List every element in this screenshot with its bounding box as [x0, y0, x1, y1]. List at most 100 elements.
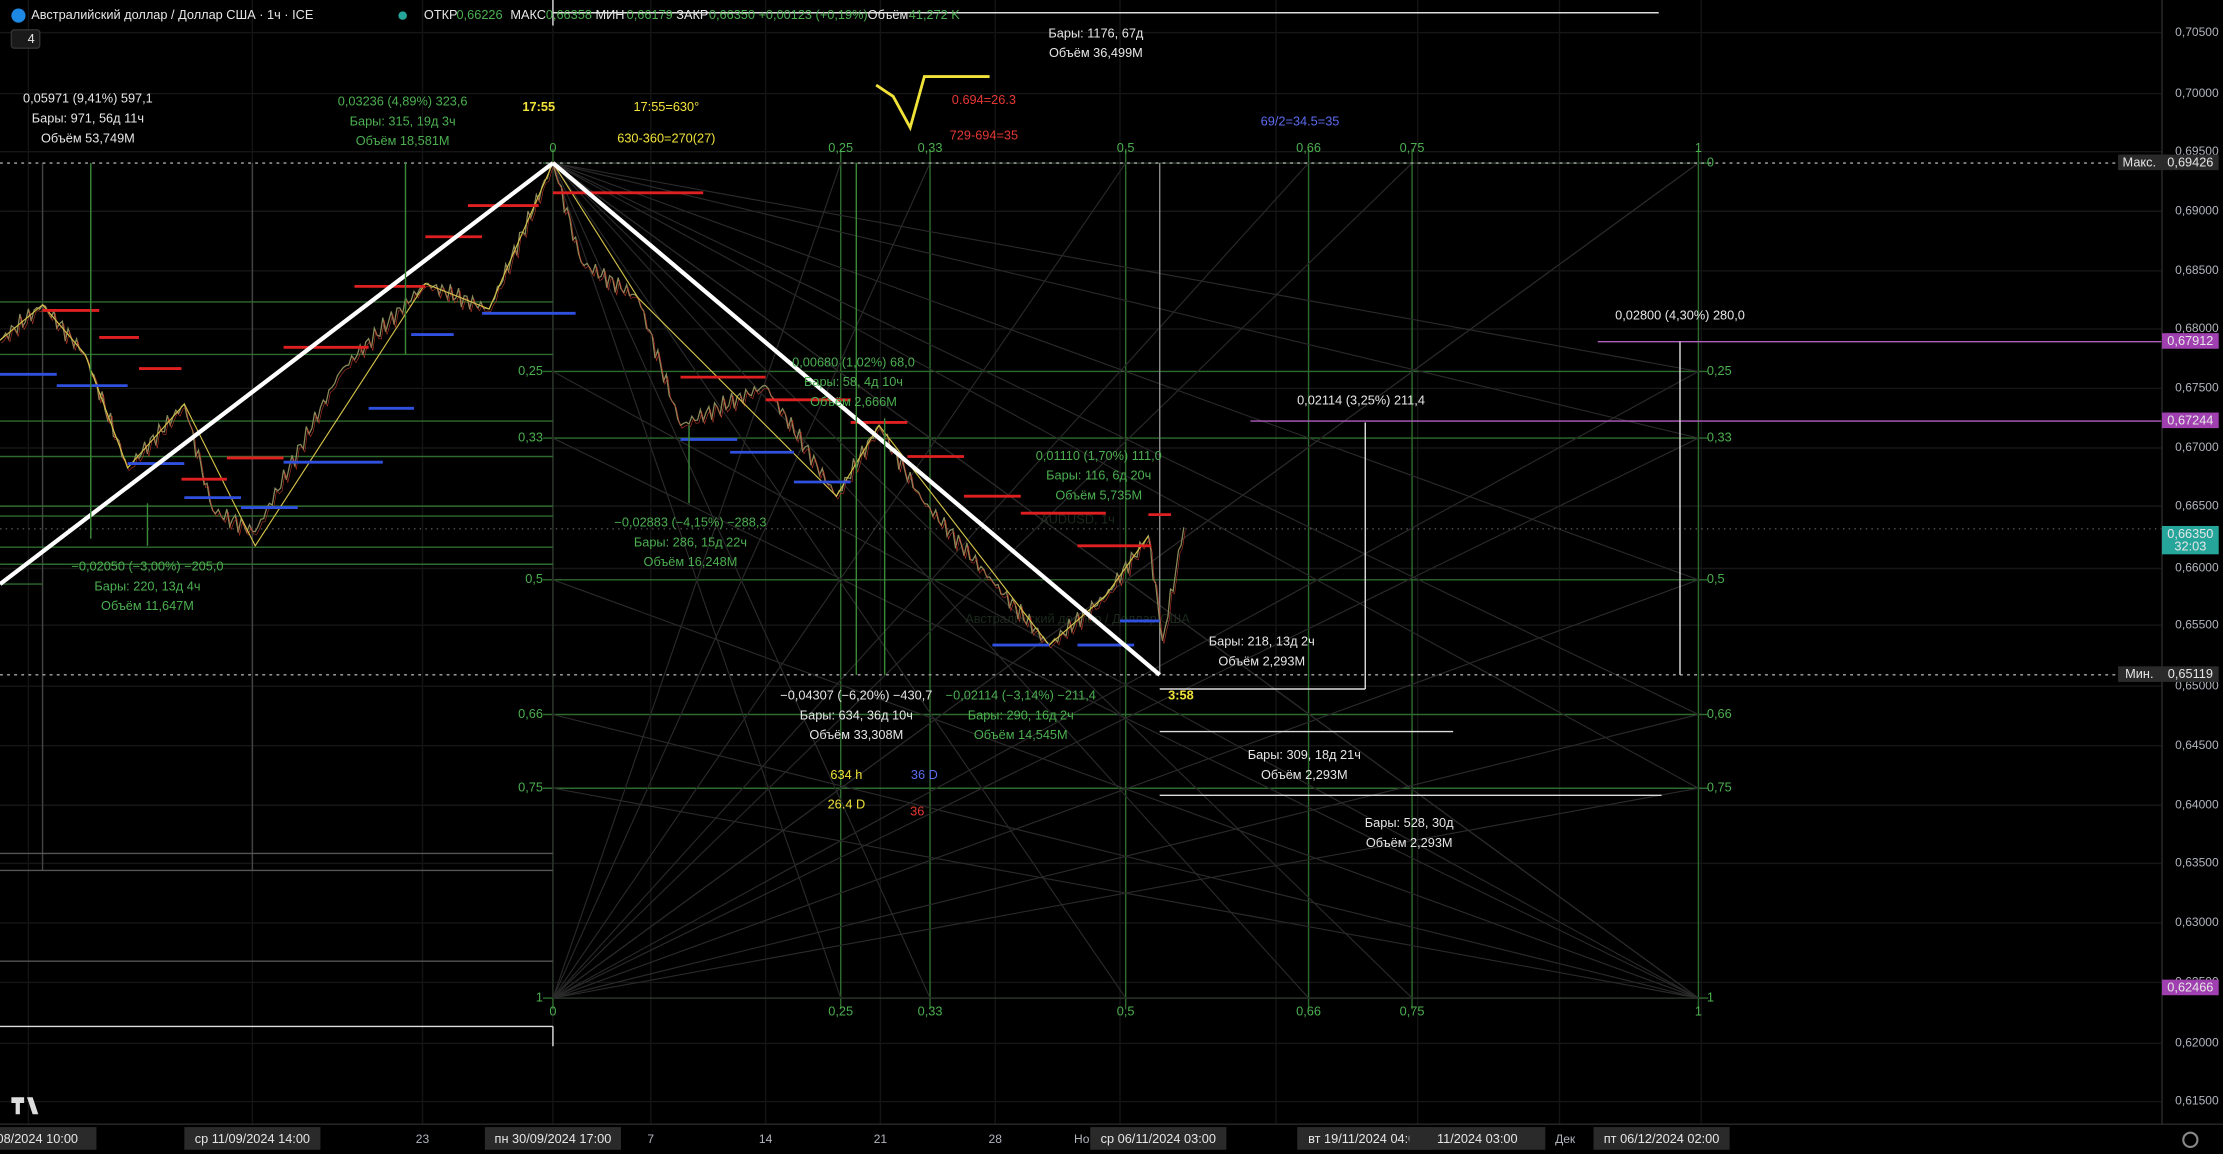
time-badge: [0, 1127, 97, 1150]
fib-time-label-bottom: 1: [1695, 1004, 1702, 1019]
line: [552, 579, 1699, 999]
price-badge-timer: 32:03: [2174, 539, 2206, 554]
measurement-text: Бары: 315, 19д 3ч: [350, 113, 456, 128]
fib-time-label-bottom: 0,25: [828, 1004, 853, 1019]
line: [552, 162, 1309, 999]
note: 69/2=34.5=35: [1261, 113, 1340, 128]
header-open-label: ОТКР: [424, 7, 458, 22]
price-label: 0,63500: [2175, 856, 2219, 870]
note: 36 D: [911, 767, 938, 782]
price-badge-value: 0,65119: [2168, 666, 2213, 681]
fib-time-label-top: 0,66: [1296, 140, 1321, 155]
price-axis-bg: [2162, 0, 2223, 1125]
time-label: 14: [759, 1132, 773, 1146]
zigzag: [0, 161, 1149, 646]
line: [552, 437, 1699, 999]
header-volume-label: Объём: [868, 7, 909, 22]
fib-price-label-left: 0,25: [518, 363, 543, 378]
time-badge: [1090, 1127, 1227, 1150]
measurement-text: Бары: 286, 15д 22ч: [634, 534, 747, 549]
fib-time-label-bottom: 0,66: [1296, 1004, 1321, 1019]
fib-price-label-left: 0,66: [518, 706, 543, 721]
line: [552, 162, 1413, 999]
line: [552, 162, 1699, 439]
price-label: 0,61500: [2175, 1094, 2219, 1108]
measurement-text: Бары: 309, 18д 21ч: [1248, 747, 1361, 762]
symbol-icon: [11, 8, 26, 23]
measurement-text: −0,02114 (−3,14%) −211,4: [946, 687, 1096, 702]
measurement-text: Объём 5,735M: [1055, 488, 1142, 503]
indicator-toggle[interactable]: [10, 29, 41, 49]
measurement-text: Объём 16,248M: [644, 554, 738, 569]
time-badge: [484, 1127, 621, 1150]
time-label: Дек: [1555, 1132, 1576, 1146]
price-label: 0,68500: [2175, 263, 2219, 277]
measurement-text: −0,02883 (−4,15%) −288,3: [614, 515, 766, 530]
price-label: 0,68000: [2175, 321, 2219, 335]
fib-time-label-top: 0: [549, 140, 556, 155]
price-badge: [2162, 154, 2219, 171]
measurement-text: Бары: 290, 16д 2ч: [968, 707, 1074, 722]
measurement-text: Объём 36,499M: [1049, 45, 1143, 60]
fib-time-label-top: 0,5: [1117, 140, 1135, 155]
price-badge-label: Мин.: [2125, 666, 2153, 681]
price-label: 0,63000: [2175, 915, 2219, 929]
note: 630-360=270(27): [617, 130, 715, 145]
price-label: 0,69500: [2175, 144, 2219, 158]
line: [552, 713, 1699, 999]
header-low-label: МИН: [595, 7, 624, 22]
time-label: вт 19/11/2024 04:00: [1308, 1131, 1422, 1146]
header-change: +0,00123 (+0,19%): [758, 7, 867, 22]
fib-price-label-right: 0,33: [1707, 429, 1732, 444]
price-badge: [2162, 412, 2219, 429]
price-label: 0,65500: [2175, 617, 2219, 631]
price-badge: [2162, 666, 2219, 682]
fib-price-label-right: 0,5: [1707, 571, 1725, 586]
fib-time-label-bottom: 0,75: [1400, 1004, 1425, 1019]
price-badge-value: 0,67244: [2167, 412, 2213, 427]
line: [0, 161, 555, 586]
measurement-text: 0,03236 (4,89%) 323,6: [338, 93, 468, 108]
fib-price-label-right: 0: [1707, 154, 1714, 169]
time-badge: [1297, 1127, 1434, 1150]
measurement-text: Объём 2,293M: [1218, 653, 1305, 668]
time-label: 28: [989, 1132, 1003, 1146]
price-label: 0,70500: [2175, 25, 2219, 39]
measurement-text: Бары: 58, 4д 10ч: [804, 374, 903, 389]
line: [552, 162, 842, 999]
measurement-text: Бары: 218, 13д 2ч: [1209, 634, 1315, 649]
time-badge: [1593, 1127, 1730, 1150]
header-open: 0,66226: [457, 7, 503, 22]
line: [552, 162, 1699, 999]
time-badge: [1409, 1127, 1546, 1150]
line: [552, 162, 1699, 716]
note: 26.4 D: [828, 797, 866, 812]
measurement-text: −0,04307 (−6,20%) −430,7: [780, 687, 932, 702]
price-path-shadow: [1, 165, 1186, 649]
status-dot: [398, 11, 407, 20]
measurement-text: Бары: 528, 30д: [1365, 815, 1454, 830]
time-label: Но: [1074, 1132, 1090, 1146]
price-badge-value: 0,67912: [2167, 333, 2213, 348]
measurement-text: Бары: 634, 36д 10ч: [800, 707, 913, 722]
header-close: 0,66350: [709, 7, 755, 22]
price-label: 0,64000: [2175, 797, 2219, 811]
settings-icon[interactable]: [2182, 1131, 2199, 1148]
measurement-text: Бары: 971, 56д 11ч: [32, 110, 144, 125]
price-badge: [2162, 979, 2219, 996]
time-label: 29/08/2024 10:00: [0, 1131, 78, 1146]
fib-price-label-left: 0,5: [525, 571, 543, 586]
measurement-text: Объём 2,666M: [810, 394, 897, 409]
fib-time-label-bottom: 0,5: [1117, 1004, 1135, 1019]
note: 17:55: [522, 99, 555, 114]
measurement-text: Объём 18,581M: [356, 133, 450, 148]
fib-price-label-right: 1: [1707, 989, 1714, 1004]
line: [552, 162, 1699, 372]
price-badge-value: 0,62466: [2167, 980, 2213, 995]
fib-price-label-right: 0,25: [1707, 363, 1732, 378]
price-badge-label-bg: [2118, 154, 2163, 171]
line: [552, 162, 1699, 789]
measurement-text: 0,01110 (1,70%) 111,0: [1036, 448, 1162, 463]
